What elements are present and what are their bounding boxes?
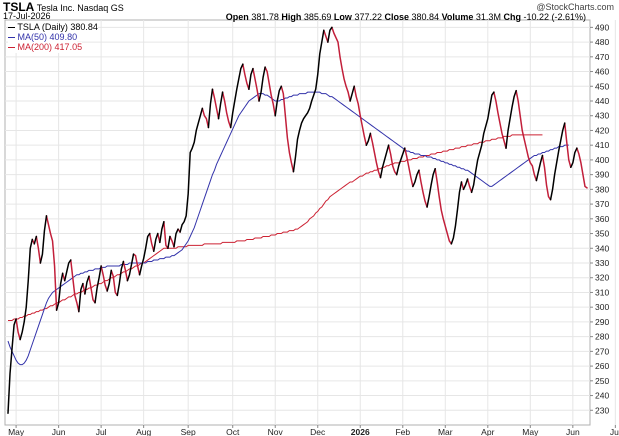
volume-value: 31.3M: [475, 12, 501, 22]
legend-swatch-ma200: [8, 46, 15, 49]
close-value: 380.84: [411, 12, 440, 22]
horizontal-gridlines: [5, 26, 590, 411]
legend-item-ma200: MA(200) 417.05: [8, 42, 83, 53]
x-tick-label: Feb: [395, 427, 410, 436]
open-value: 381.78: [251, 12, 279, 22]
volume-label: Volume: [441, 12, 474, 22]
x-tick-label: May: [522, 427, 539, 436]
legend-item-ma50: MA(50) 409.80: [8, 32, 78, 43]
plot-area: [4, 19, 591, 426]
y-tick-label: 240: [595, 391, 609, 401]
series-layer: [7, 26, 588, 414]
open-label: Open: [225, 12, 249, 22]
close-label: Close: [384, 12, 409, 22]
legend-ma50-value: 409.80: [49, 32, 78, 42]
legend-item-price: TSLA (Daily) 380.84: [8, 22, 98, 33]
y-tick-label: 290: [595, 317, 609, 327]
x-tick-label: Jun: [566, 427, 580, 436]
y-tick-label: 410: [595, 140, 609, 150]
price-line-down: [15, 26, 588, 341]
y-tick-label: 490: [595, 22, 609, 32]
legend-swatch-ma50: [8, 36, 15, 39]
x-tick-label: Sep: [181, 427, 196, 436]
legend-swatch-price: [8, 26, 15, 29]
ticker-symbol: TSLA: [3, 0, 35, 14]
title-line: TSLA Tesla Inc. Nasdaq GS: [3, 0, 124, 14]
change-label: Chg: [503, 12, 521, 22]
y-tick-label: 480: [595, 37, 609, 47]
y-tick-label: 380: [595, 184, 609, 194]
x-tick-label: Dec: [310, 427, 326, 436]
x-tick-label: Mar: [438, 427, 453, 436]
y-tick-label: 360: [595, 214, 609, 224]
x-tick-label: Jul: [610, 427, 619, 436]
y-tick-label: 460: [595, 67, 609, 77]
y-tick-label: 250: [595, 376, 609, 386]
y-tick-label: 280: [595, 332, 609, 342]
stockcharts-watermark: @StockCharts.com: [536, 2, 614, 12]
y-tick-label: 370: [595, 199, 609, 209]
x-tick-label: Aug: [136, 427, 151, 436]
company-name: Tesla Inc.: [36, 3, 75, 13]
x-tick-label: Oct: [226, 427, 240, 436]
y-tick-label: 230: [595, 405, 609, 415]
y-tick-label: 260: [595, 361, 609, 371]
x-tick-label: Nov: [268, 427, 284, 436]
chart-date: 17-Jul-2026: [3, 11, 51, 21]
y-tick-label: 300: [595, 302, 609, 312]
high-value: 385.69: [303, 12, 332, 22]
y-tick-label: 330: [595, 258, 609, 268]
legend-ma200-value: 417.05: [54, 42, 83, 52]
y-tick-label: 270: [595, 346, 609, 356]
y-tick-label: 470: [595, 52, 609, 62]
change-value: -10.22 (-2.61%): [523, 12, 586, 22]
y-tick-label: 310: [595, 287, 609, 297]
low-value: 377.22: [354, 12, 382, 22]
exchange-name: Nasdaq GS: [77, 3, 124, 13]
y-tick-label: 350: [595, 229, 609, 239]
legend-ma200-name: MA(200): [17, 42, 53, 52]
x-tick-label: 2026: [351, 427, 370, 436]
vertical-gridlines: [15, 20, 616, 425]
y-tick-label: 440: [595, 96, 609, 106]
x-axis: May Jun Jul Aug Sep Oct Nov Dec 2026 Feb Mar Apr May…: [8, 425, 619, 436]
y-tick-label: 400: [595, 155, 609, 165]
y-tick-label: 340: [595, 243, 609, 253]
legend-price-name: TSLA (Daily): [17, 22, 68, 32]
x-tick-label: Jun: [52, 427, 66, 436]
y-tick-label: 320: [595, 273, 609, 283]
ohlc-summary: Open 381.78 High 385.69 Low 377.22 Close…: [226, 12, 586, 23]
price-line-up: [7, 26, 578, 414]
y-tick-label: 390: [595, 170, 609, 180]
y-tick-label: 420: [595, 125, 609, 135]
y-axis: 230 240 250 260 270 280 290 300 310 320 330 340 350 3…: [590, 22, 609, 415]
x-tick-label: Jul: [96, 427, 107, 436]
x-tick-label: Apr: [481, 427, 494, 436]
y-tick-label: 430: [595, 111, 609, 121]
legend-ma50-name: MA(50): [17, 32, 48, 42]
legend-price-value: 380.84: [70, 22, 98, 32]
y-tick-label: 450: [595, 81, 609, 91]
x-tick-label: May: [8, 427, 25, 436]
low-label: Low: [333, 12, 352, 22]
high-label: High: [281, 12, 302, 22]
